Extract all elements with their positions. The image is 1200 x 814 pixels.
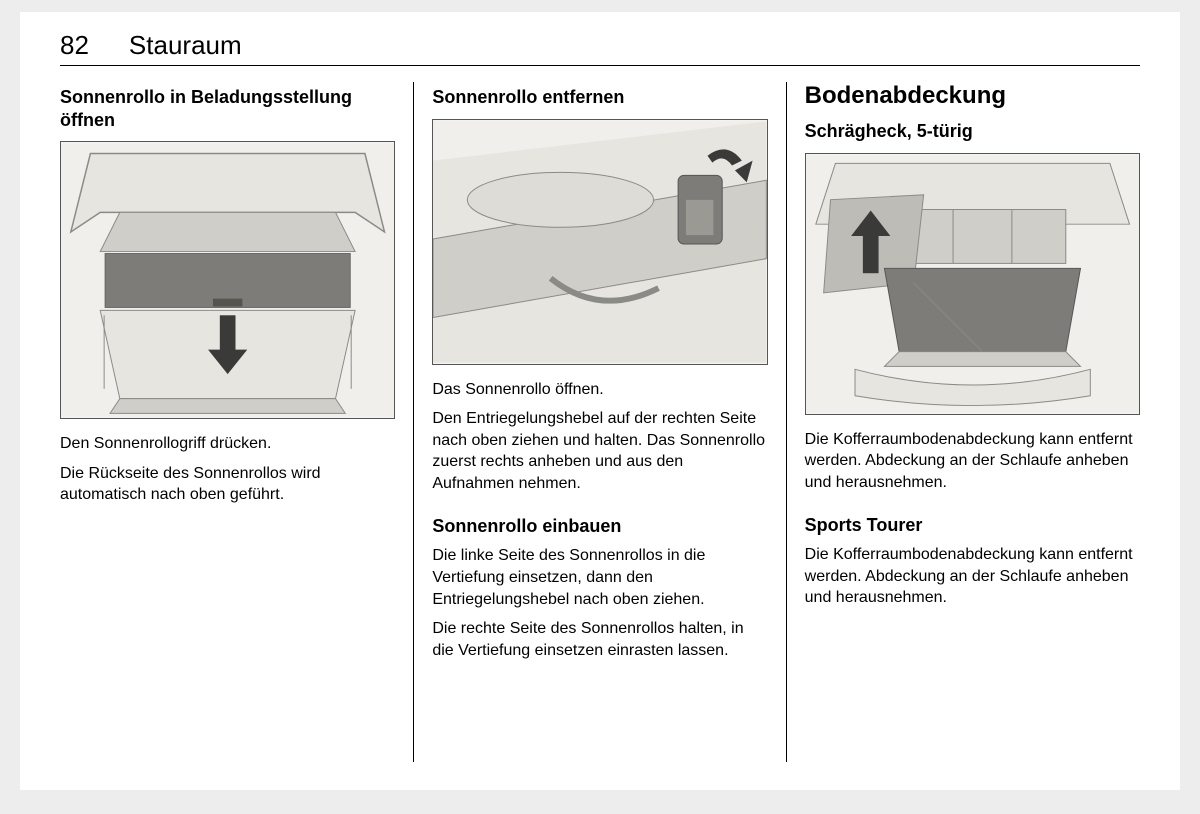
col2-subheading: Sonnenrollo einbauen	[432, 516, 767, 537]
column-3: Bodenabdeckung Schrägheck, 5-türig	[787, 82, 1140, 762]
col2-heading: Sonnenrollo entfernen	[432, 86, 767, 109]
col1-illustration	[60, 141, 395, 419]
col2-p1: Das Sonnenrollo öffnen.	[432, 379, 767, 401]
col3-heading: Schrägheck, 5-türig	[805, 120, 1140, 143]
content-columns: Sonnenrollo in Beladungsstellung öffnen	[60, 82, 1140, 762]
col2-illustration	[432, 119, 767, 365]
page-number: 82	[60, 30, 89, 61]
col2-p2: Den Entriegelungshebel auf der rechten S…	[432, 408, 767, 494]
manual-page: 82 Stauraum Sonnenrollo in Beladungsstel…	[20, 12, 1180, 790]
col1-p2: Die Rückseite des Sonnenrollos wird auto…	[60, 463, 395, 506]
col2-p4: Die rechte Seite des Sonnenrollos halten…	[432, 618, 767, 661]
col3-illustration	[805, 153, 1140, 415]
col2-p3: Die linke Seite des Sonnenrollos in die …	[432, 545, 767, 610]
chapter-title: Stauraum	[129, 30, 242, 61]
col3-p1: Die Kofferraumbodenabdeckung kann entfer…	[805, 429, 1140, 494]
column-1: Sonnenrollo in Beladungsstellung öffnen	[60, 82, 413, 762]
col3-main-heading: Bodenabdeckung	[805, 82, 1140, 110]
col3-subheading: Sports Tourer	[805, 515, 1140, 536]
page-header: 82 Stauraum	[60, 30, 1140, 66]
column-2: Sonnenrollo entfernen	[414, 82, 785, 762]
col3-p2: Die Kofferraumbodenabdeckung kann entfer…	[805, 544, 1140, 609]
col1-p1: Den Sonnenrollogriff drücken.	[60, 433, 395, 455]
col1-heading: Sonnenrollo in Beladungsstellung öffnen	[60, 86, 395, 131]
